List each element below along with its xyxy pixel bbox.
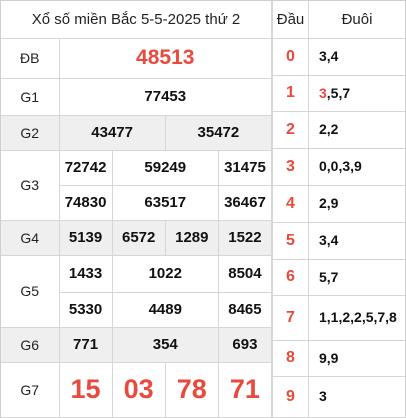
loto-row: 3 0,0,3,9	[272, 147, 405, 186]
prize-number-g6: 771	[58, 326, 113, 363]
loto-dau: 4	[272, 184, 309, 223]
loto-dau: 2	[272, 110, 309, 149]
prize-number-g3: 72742	[58, 149, 113, 186]
prize-number-g5: 8504	[217, 254, 273, 293]
prize-row-g5b: 5330 4489 8465	[1, 291, 273, 328]
prize-number-g4: 1522	[217, 219, 273, 256]
prize-label-db: ĐB	[1, 37, 60, 79]
loto-duoi: 2,9	[308, 184, 405, 223]
loto-duoi-text: 0,0,3,9	[319, 158, 362, 174]
prize-number-g3: 31475	[217, 149, 273, 186]
loto-row: 0 3,4	[272, 37, 405, 76]
loto-duoi: 3,5,7	[308, 74, 405, 112]
loto-row: 5 3,4	[272, 221, 405, 260]
prize-number-g2: 43477	[58, 114, 166, 151]
prize-number-g7: 78	[164, 361, 219, 418]
loto-duoi-text: 3,4	[319, 48, 339, 64]
loto-duoi-text: ,5,7	[326, 84, 351, 101]
prize-number-g6: 354	[111, 326, 219, 363]
prize-number-g3: 72742	[64, 159, 107, 176]
prize-number-g7: 03	[111, 361, 166, 418]
loto-duoi: 1,1,2,2,5,7,8	[308, 294, 405, 341]
prize-number-g5: 8465	[217, 291, 273, 328]
loto-dau: 6	[272, 258, 309, 296]
loto-dau: 5	[272, 221, 309, 260]
loto-header-row: Đầu Đuôi	[272, 1, 405, 39]
prize-number-g4: 5139	[58, 219, 113, 256]
results-title: Xổ số miền Bắc 5-5-2025 thứ 2	[1, 1, 272, 39]
prize-number-g5: 1433	[58, 254, 113, 293]
prize-label-g4: G4	[1, 219, 60, 256]
loto-duoi-text: 1,1,2,2,5,7,8	[319, 309, 397, 325]
loto-duoi: 3	[308, 375, 405, 418]
loto-dau: 7	[272, 294, 309, 341]
loto-duoi: 5,7	[308, 258, 405, 296]
loto-dau: 8	[272, 339, 309, 377]
loto-duoi: 9,9	[308, 339, 405, 377]
loto-duoi: 3,4	[308, 221, 405, 260]
prize-number-g7: 15	[58, 361, 113, 418]
loto-duoi-text: 9,9	[319, 349, 339, 366]
prize-number-g3: 36467	[217, 184, 273, 221]
prize-number-g2: 35472	[164, 114, 273, 151]
prize-number-g7: 71	[217, 361, 273, 418]
loto-header-duoi: Đuôi	[308, 1, 405, 39]
loto-duoi-highlight: 3	[319, 84, 327, 101]
loto-duoi-text: 2,2	[319, 121, 339, 137]
prize-label-g2: G2	[1, 114, 60, 151]
prize-row-g5: G5 1433 1022 8504	[1, 254, 273, 328]
loto-duoi: 3,4	[308, 37, 405, 76]
loto-row: 1 3,5,7	[272, 74, 405, 112]
prize-label-g7: G7	[1, 361, 60, 418]
loto-dau: 9	[272, 375, 309, 418]
prize-row-db: ĐB 48513	[1, 37, 272, 79]
prize-number-g1: 77453	[58, 77, 272, 116]
loto-row: 9 3	[272, 375, 405, 418]
loto-header-dau: Đầu	[272, 1, 309, 39]
loto-dau: 3	[272, 147, 309, 186]
prize-row-g6: G6 771 354 693	[1, 326, 273, 363]
prize-row-g3: G3 72742 59249 31475	[1, 149, 273, 221]
prize-number-g3: 59249	[111, 149, 219, 186]
prize-number-g4: 6572	[111, 219, 166, 256]
loto-dau: 1	[272, 74, 309, 112]
prize-row-g4: G4 5139 6572 1289 1522	[1, 219, 273, 256]
prize-number-g3: 63517	[111, 184, 219, 221]
loto-duoi: 0,0,3,9	[308, 147, 405, 186]
loto-duoi-text: 3,4	[319, 232, 339, 248]
loto-duoi-text: 2,9	[319, 195, 339, 211]
prize-number-g6: 693	[217, 326, 273, 363]
loto-row: 4 2,9	[272, 184, 405, 223]
prize-label-g3: G3	[1, 149, 60, 221]
prize-label-g1: G1	[1, 77, 60, 116]
prize-row-g1: G1 77453	[1, 77, 272, 116]
results-header-row: Xổ số miền Bắc 5-5-2025 thứ 2	[1, 1, 272, 39]
prize-label-g5: G5	[1, 254, 60, 328]
prize-row-g2: G2 43477 35472	[1, 114, 273, 151]
loto-dau: 0	[272, 37, 309, 76]
loto-row: 8 9,9	[272, 339, 405, 377]
prize-number-g4: 1289	[164, 219, 219, 256]
loto-row: 6 5,7	[272, 258, 405, 296]
loto-row: 7 1,1,2,2,5,7,8	[272, 294, 405, 341]
prize-number-db: 48513	[58, 37, 272, 79]
prize-label-g6: G6	[1, 326, 60, 363]
prize-number-g5: 1022	[111, 254, 219, 293]
results-table: Xổ số miền Bắc 5-5-2025 thứ 2 ĐB 48513 G…	[1, 1, 273, 418]
prize-number-g5: 5330	[59, 291, 113, 328]
loto-duoi: 2,2	[308, 110, 405, 149]
loto-duoi-text: 5,7	[319, 268, 339, 285]
loto-table: Đầu Đuôi 0 3,4 1 3,5,7 2 2,2 3 0,0,3,9 4…	[272, 1, 405, 418]
prize-number-g5: 4489	[111, 291, 219, 328]
prize-number-g3: 74830	[59, 184, 113, 221]
loto-row: 2 2,2	[272, 110, 405, 149]
prize-row-g7: G7 15 03 78 71	[1, 361, 273, 418]
loto-duoi-text: 3	[319, 388, 327, 404]
